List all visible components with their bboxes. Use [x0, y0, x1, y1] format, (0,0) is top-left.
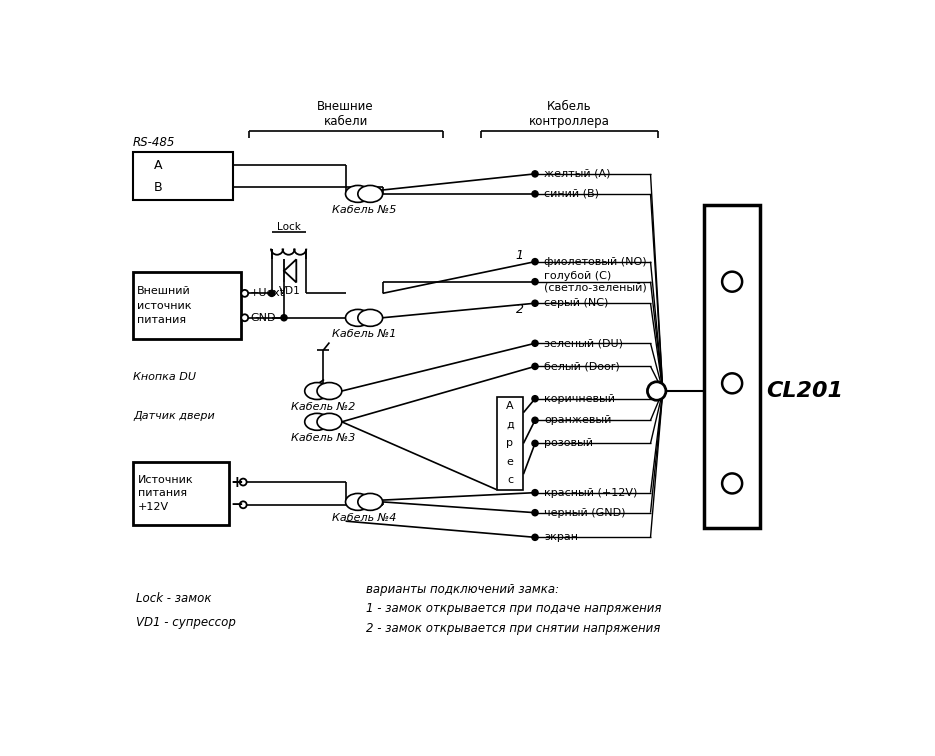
Circle shape	[532, 364, 539, 370]
Circle shape	[532, 534, 539, 541]
Text: желтый (A): желтый (A)	[544, 169, 611, 179]
Text: +: +	[231, 475, 244, 490]
Ellipse shape	[358, 494, 382, 510]
Text: Кабель №2: Кабель №2	[291, 401, 355, 412]
Text: черный (GND): черный (GND)	[544, 508, 626, 518]
Circle shape	[722, 373, 742, 393]
Circle shape	[268, 290, 275, 296]
Text: −: −	[231, 497, 244, 513]
Circle shape	[532, 259, 539, 265]
Circle shape	[532, 490, 539, 496]
Text: VD1 - супрессор: VD1 - супрессор	[137, 615, 236, 628]
Text: красный (+12V): красный (+12V)	[544, 488, 638, 497]
Text: источник: источник	[137, 301, 192, 311]
Circle shape	[280, 314, 287, 321]
Text: е: е	[507, 457, 513, 467]
Bar	[133, 152, 233, 200]
Text: VD1: VD1	[280, 286, 301, 296]
Text: 2: 2	[515, 303, 524, 316]
Bar	[133, 271, 241, 339]
Text: Lock: Lock	[277, 222, 300, 231]
Circle shape	[532, 395, 539, 401]
Text: р: р	[507, 438, 513, 448]
Text: Кнопка DU: Кнопка DU	[133, 372, 196, 383]
Ellipse shape	[358, 185, 382, 203]
Text: Lock - замок: Lock - замок	[137, 593, 211, 606]
Text: B: B	[153, 181, 163, 194]
Ellipse shape	[346, 309, 370, 327]
Text: +12V: +12V	[137, 502, 169, 513]
Text: Датчик двери: Датчик двери	[133, 411, 215, 420]
Bar	[704, 205, 760, 528]
Circle shape	[532, 171, 539, 177]
Text: RS-485: RS-485	[133, 136, 176, 149]
Circle shape	[532, 340, 539, 346]
Ellipse shape	[305, 383, 329, 399]
Text: +Uext: +Uext	[251, 288, 285, 299]
Text: серый (NC): серый (NC)	[544, 298, 609, 308]
Circle shape	[241, 314, 248, 321]
Bar	[496, 397, 524, 490]
Text: коричневый: коричневый	[544, 394, 615, 404]
Text: фиолетовый (NO): фиолетовый (NO)	[544, 256, 647, 267]
Ellipse shape	[317, 414, 342, 430]
Text: оранжевый: оранжевый	[544, 415, 611, 426]
Text: 2 - замок открывается при снятии напряжения: 2 - замок открывается при снятии напряже…	[366, 621, 660, 635]
Circle shape	[241, 290, 248, 297]
Text: Внешние
кабели: Внешние кабели	[317, 100, 374, 128]
Ellipse shape	[317, 383, 342, 399]
Circle shape	[532, 300, 539, 306]
Circle shape	[532, 191, 539, 197]
Text: питания: питания	[137, 315, 186, 325]
Text: белый (Door): белый (Door)	[544, 361, 620, 371]
Text: розовый: розовый	[544, 438, 593, 448]
Text: экран: экран	[544, 532, 578, 542]
Text: А: А	[506, 401, 514, 411]
Circle shape	[532, 417, 539, 423]
Text: синий (B): синий (B)	[544, 189, 599, 199]
Text: Внешний: Внешний	[137, 286, 191, 296]
Bar	[133, 462, 229, 525]
Text: с: с	[507, 476, 513, 485]
Circle shape	[647, 382, 666, 400]
Circle shape	[722, 271, 742, 292]
Text: GND: GND	[251, 313, 276, 323]
Text: д: д	[506, 420, 514, 430]
Text: голубой (C): голубой (C)	[544, 271, 611, 281]
Text: Кабель №3: Кабель №3	[291, 432, 355, 442]
Ellipse shape	[346, 185, 370, 203]
Text: варианты подключений замка:: варианты подключений замка:	[366, 583, 559, 596]
Circle shape	[239, 501, 247, 508]
Ellipse shape	[358, 309, 382, 327]
Text: 1: 1	[515, 249, 524, 262]
Text: Кабель №5: Кабель №5	[332, 205, 396, 215]
Text: зеленый (DU): зеленый (DU)	[544, 338, 624, 349]
Circle shape	[532, 440, 539, 447]
Text: Кабель №1: Кабель №1	[332, 329, 396, 339]
Ellipse shape	[305, 414, 329, 430]
Text: CL201: CL201	[766, 381, 843, 401]
Text: 1 - замок открывается при подаче напряжения: 1 - замок открывается при подаче напряже…	[366, 602, 661, 615]
Text: (светло-зеленый): (светло-зеленый)	[544, 283, 647, 293]
Ellipse shape	[346, 494, 370, 510]
Text: Кабель
контроллера: Кабель контроллера	[529, 100, 611, 128]
Text: A: A	[154, 159, 163, 172]
Circle shape	[239, 479, 247, 485]
Circle shape	[532, 279, 539, 285]
Text: питания: питания	[137, 488, 187, 498]
Circle shape	[722, 473, 742, 494]
Text: Источник: Источник	[137, 475, 194, 485]
Circle shape	[532, 510, 539, 516]
Text: Кабель №4: Кабель №4	[332, 513, 396, 522]
